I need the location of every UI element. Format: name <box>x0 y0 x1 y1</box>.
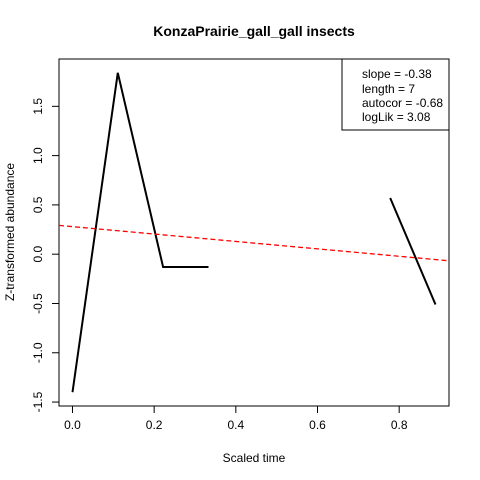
y-axis: -1.5 -1.0 -0.5 0.0 0.5 1.0 1.5 <box>31 98 59 413</box>
chart-title: KonzaPrairie_gall_gall insects <box>153 23 355 39</box>
x-tick-label-1: 0.2 <box>146 418 163 432</box>
y-tick-label-5: 1.0 <box>31 147 45 164</box>
x-axis: 0.0 0.2 0.4 0.6 0.8 <box>64 406 408 432</box>
y-tick-label-3: 0.0 <box>31 246 45 263</box>
legend-entry-length: length = 7 <box>362 82 415 96</box>
y-tick-label-2: -0.5 <box>31 293 45 314</box>
x-axis-label: Scaled time <box>223 451 286 465</box>
y-tick-label-0: -1.5 <box>31 391 45 412</box>
trend-layer <box>59 225 449 260</box>
x-tick-label-4: 0.8 <box>391 418 408 432</box>
x-tick-label-3: 0.6 <box>309 418 326 432</box>
series-0-segment-1 <box>390 198 435 305</box>
x-tick-label-0: 0.0 <box>64 418 81 432</box>
y-tick-label-4: 0.5 <box>31 196 45 213</box>
y-tick-label-1: -1.0 <box>31 342 45 363</box>
legend-entry-autocor: autocor = -0.68 <box>362 96 443 110</box>
trend-line <box>59 225 449 260</box>
x-tick-label-2: 0.4 <box>227 418 244 432</box>
legend: slope = -0.38 length = 7 autocor = -0.68… <box>342 59 449 130</box>
legend-entry-loglik: logLik = 3.08 <box>362 110 431 124</box>
legend-entry-slope: slope = -0.38 <box>362 67 432 81</box>
y-tick-label-6: 1.5 <box>31 98 45 115</box>
y-axis-label: Z-transformed abundance <box>3 163 17 301</box>
